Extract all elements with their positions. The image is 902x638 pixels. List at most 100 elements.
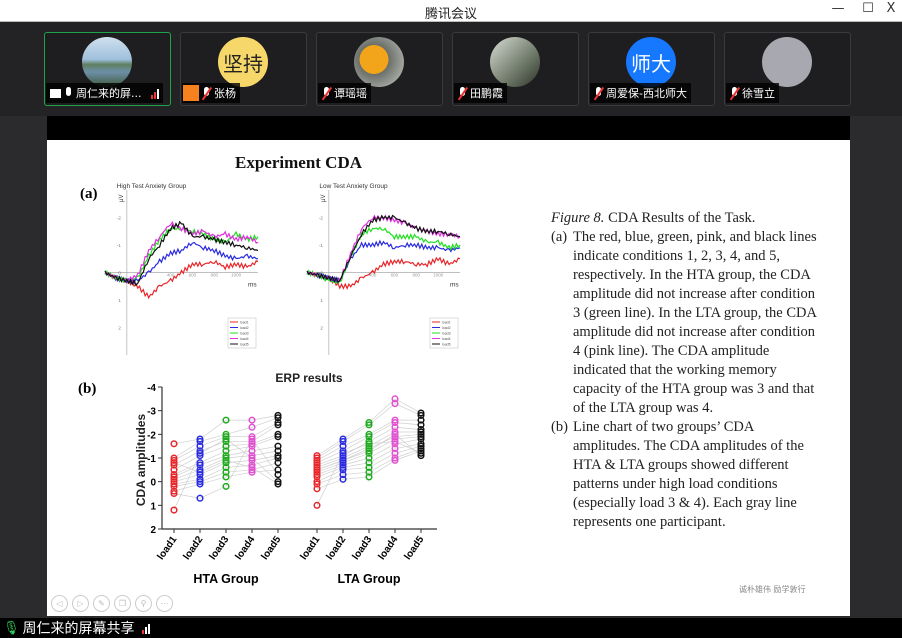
x-tick-label: 1000 — [231, 273, 242, 278]
legend-label: load1 — [442, 321, 451, 325]
data-point-load4 — [391, 395, 399, 403]
caption-figure-label: Figure 8. — [551, 210, 605, 226]
data-point-load4 — [248, 454, 256, 462]
erp-chart-hta: High Test Anxiety Group μV ms -2 -1 0 1 2 400 600… — [104, 183, 259, 355]
slide-title: Experiment CDA — [235, 153, 363, 172]
data-point-load1 — [313, 468, 321, 476]
data-point-load5 — [274, 452, 282, 460]
data-point-load4 — [391, 423, 399, 431]
participant-tile[interactable]: 徐雪立 — [724, 32, 851, 106]
more-icon[interactable]: ⋯ — [156, 595, 173, 612]
shared-screen: Experiment CDA (a) (b) High Test Anxiety… — [47, 116, 850, 616]
play-icon[interactable]: ▷ — [72, 595, 89, 612]
data-point-load3 — [365, 442, 373, 450]
data-point-load3 — [365, 473, 373, 481]
data-point-load2 — [196, 442, 204, 450]
erp-series-load2 — [104, 241, 259, 285]
data-point-load3 — [222, 463, 230, 472]
data-point-load2 — [339, 463, 347, 472]
caption-a-label: (a) — [551, 229, 568, 245]
figure-caption: Figure 8. CDA Results of the Task. (a) Th… — [551, 209, 821, 532]
signal-icon — [141, 623, 150, 634]
data-point-load3 — [222, 416, 230, 424]
participant-tile[interactable]: 谭瑶瑶 — [316, 32, 443, 106]
participant-tile[interactable]: 师大 周爱保-西北师大 — [588, 32, 715, 106]
pen-icon[interactable]: ✎ — [93, 595, 110, 612]
copy-icon[interactable]: ❐ — [114, 595, 131, 612]
data-point-load5 — [274, 414, 282, 422]
data-point-load5 — [274, 430, 282, 438]
data-point-load2 — [339, 471, 347, 479]
share-label: 周仁来的屏幕共享 — [22, 621, 135, 637]
x-tick-label: load2 — [181, 534, 205, 562]
data-point-load5 — [417, 447, 425, 455]
participant-tile[interactable]: 坚持 张杨 — [180, 32, 307, 106]
data-point-load4 — [248, 468, 256, 476]
x-axis-label: ms — [450, 282, 459, 289]
prev-slide-icon[interactable]: ◁ — [51, 595, 68, 612]
close-button[interactable]: X — [886, 1, 896, 16]
data-point-load3 — [365, 449, 373, 457]
data-point-load4 — [391, 454, 399, 462]
mic-muted-icon — [202, 86, 211, 100]
x-axis-label: ms — [248, 282, 257, 289]
participant-name-bar: 周爱保-西北师大 — [590, 83, 691, 103]
y-tick-label: 0 — [150, 478, 156, 489]
participant-line — [173, 434, 279, 471]
data-point-load3 — [222, 454, 230, 462]
y-tick-label: 2 — [150, 525, 156, 536]
data-point-load2 — [339, 449, 347, 457]
participant-name-bar: 徐雪立 — [726, 83, 779, 103]
y-axis-label: CDA amplitudes — [134, 414, 148, 507]
data-point-load3 — [222, 447, 230, 455]
data-point-load2 — [339, 461, 347, 469]
participant-tile[interactable]: 周仁来的屏... — [44, 32, 171, 106]
participant-tile[interactable]: 田鹏霞 — [452, 32, 579, 106]
data-point-load5 — [274, 459, 282, 467]
participant-line — [316, 450, 422, 490]
data-point-load2 — [196, 437, 204, 445]
participant-name: 周仁来的屏... — [76, 87, 142, 100]
data-point-load2 — [196, 447, 204, 455]
data-point-load2 — [339, 475, 347, 483]
data-point-load1 — [170, 440, 178, 448]
data-point-load2 — [339, 442, 347, 450]
window-title: 腾讯会议 — [424, 7, 477, 22]
erp-series-load5 — [306, 214, 461, 284]
data-point-load5 — [274, 466, 282, 474]
x-tick-label: load2 — [324, 534, 348, 562]
mic-muted-icon — [594, 86, 603, 100]
maximize-button[interactable]: ☐ — [862, 1, 874, 16]
caption-b-text: Line chart of two groups’ CDA amplitudes… — [573, 419, 804, 530]
y-axis-label: μV — [321, 195, 327, 202]
data-point-load3 — [222, 433, 230, 441]
data-point-load4 — [248, 416, 256, 424]
legend-box — [429, 317, 459, 349]
y-tick-label: 2 — [320, 326, 323, 331]
zoom-icon[interactable]: ⚲ — [135, 595, 152, 612]
y-tick-label: -1 — [147, 454, 156, 465]
data-point-load4 — [248, 442, 256, 450]
data-point-load2 — [196, 471, 204, 479]
data-point-load2 — [339, 452, 347, 460]
mic-muted-icon — [458, 86, 467, 100]
data-point-load5 — [274, 418, 282, 427]
avatar: 坚持 — [218, 37, 268, 87]
data-point-load5 — [274, 471, 282, 479]
x-tick-label: 600 — [189, 273, 197, 278]
data-point-load4 — [248, 452, 256, 460]
avatar — [490, 37, 540, 87]
mic-icon[interactable]: 🎙 — [3, 620, 20, 636]
data-point-load1 — [313, 480, 321, 488]
minimize-button[interactable]: — — [831, 1, 845, 16]
data-point-load4 — [248, 456, 256, 464]
data-point-load4 — [248, 447, 256, 455]
y-tick-label: 2 — [118, 326, 121, 331]
y-tick-label: 1 — [150, 501, 156, 512]
legend-label: load3 — [240, 332, 249, 336]
chart-title: High Test Anxiety Group — [117, 183, 187, 190]
data-point-load5 — [417, 411, 425, 419]
data-point-load4 — [391, 418, 399, 427]
data-point-load3 — [365, 459, 373, 467]
data-point-load2 — [339, 466, 347, 474]
